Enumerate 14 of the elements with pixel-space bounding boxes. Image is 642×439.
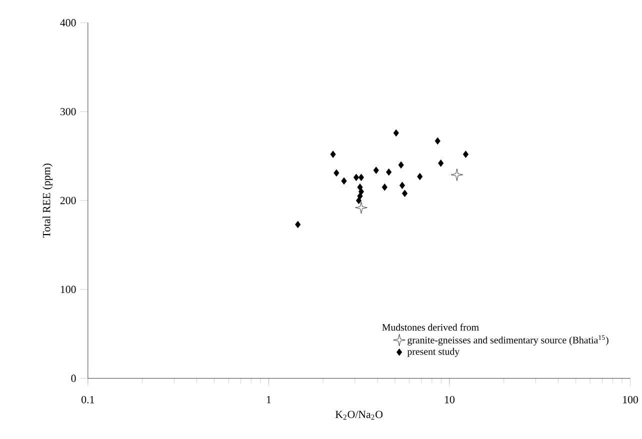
y-tick-label: 300 [60, 108, 76, 116]
x-tick-label: 10 [444, 396, 454, 404]
y-tick-label: 200 [60, 197, 76, 204]
legend-label: granite-gneisses and sedimentary source (Bhatia$^{15}$) [408, 335, 608, 346]
legend-title: Mudstones derived from [382, 324, 479, 331]
x-tick-label: 0.1 [82, 396, 94, 404]
x-tick-label: 1 [266, 396, 271, 404]
y-tick-label: 400 [60, 19, 76, 27]
x-tick-label: 100 [623, 396, 638, 404]
y-tick-label: 100 [60, 286, 76, 294]
legend-label: present study [407, 348, 460, 358]
x-axis-title: K$_{2}$O/Na$_{2}$O [335, 411, 383, 420]
y-axis-title: Total REE (ppm) [42, 164, 52, 238]
y-tick-label: 0 [71, 374, 76, 382]
